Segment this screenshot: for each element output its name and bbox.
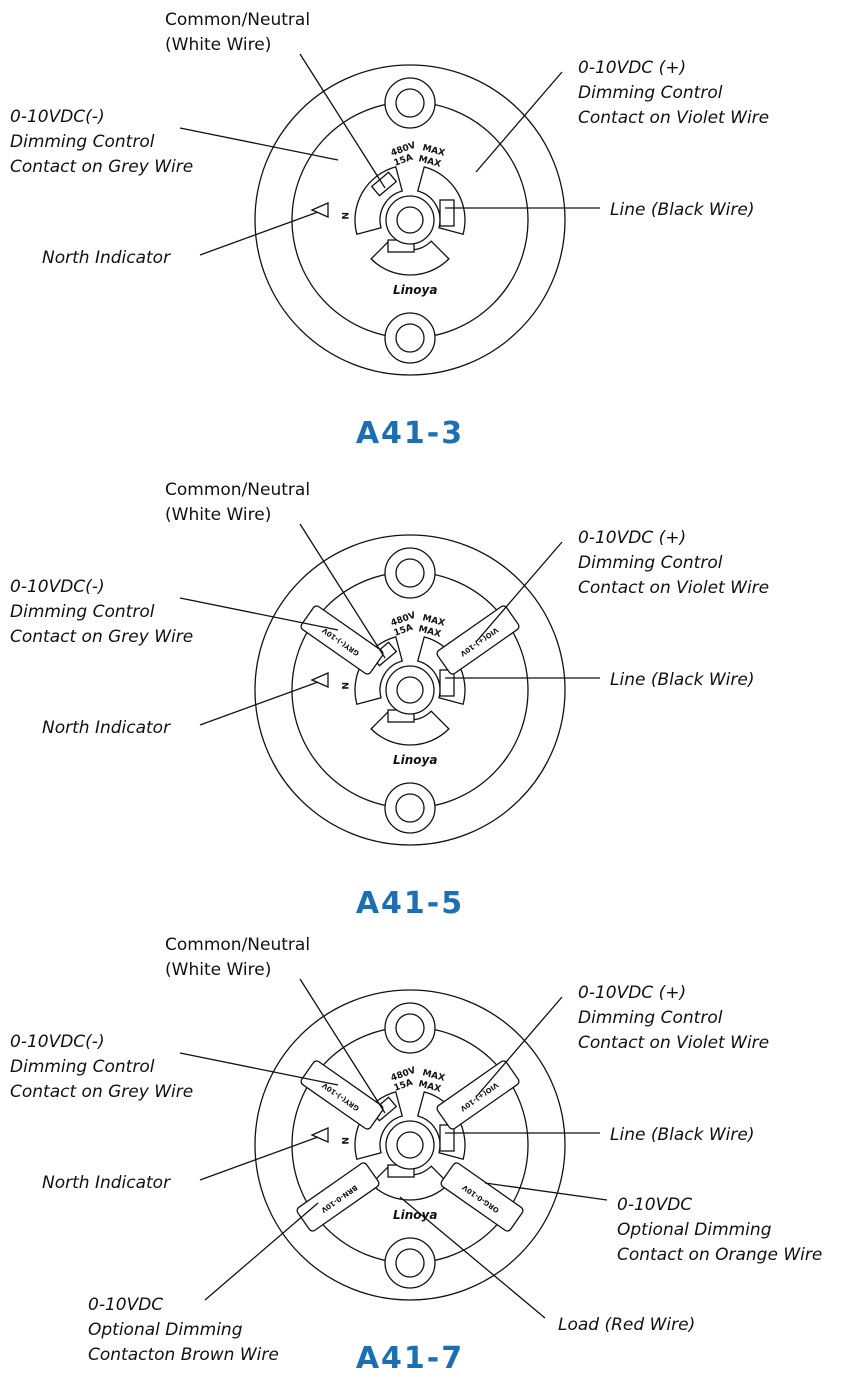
mount-hole <box>385 783 435 833</box>
callout-label: North Indicator <box>42 1173 171 1193</box>
callout-label: Contact on Grey Wire <box>10 1082 193 1102</box>
callout-label: (White Wire) <box>165 35 271 55</box>
callout-label: Line (Black Wire) <box>610 200 754 220</box>
model-title: A41-5 <box>356 886 464 921</box>
diagram: 480V15AMAXMAXNLinoyaCommon/Neutral(White… <box>10 10 769 451</box>
callout-label: 0-10VDC(-) <box>10 577 105 597</box>
hub <box>386 1121 434 1169</box>
callout-label: Load (Red Wire) <box>558 1315 695 1335</box>
callout-label: Contact on Orange Wire <box>617 1245 822 1265</box>
page: 480V15AMAXMAXNLinoyaCommon/Neutral(White… <box>0 0 863 1384</box>
callout-label: Optional Dimming <box>88 1320 243 1340</box>
leader-line <box>205 1203 318 1300</box>
callout-label: Dimming Control <box>10 1057 155 1077</box>
marking: Linoya <box>393 283 437 297</box>
callout-label: Dimming Control <box>578 1008 723 1028</box>
callout-label: Contact on Grey Wire <box>10 627 193 647</box>
mount-hole <box>385 1003 435 1053</box>
callout-label: Dimming Control <box>578 553 723 573</box>
callout-label: 0-10VDC (+) <box>578 528 686 548</box>
callout-label: Line (Black Wire) <box>610 670 754 690</box>
callout-label: Contact on Violet Wire <box>578 108 769 128</box>
mount-hole <box>385 313 435 363</box>
north-arrow <box>312 203 328 217</box>
callout-label: Dimming Control <box>578 83 723 103</box>
hub <box>386 196 434 244</box>
callout-label: Contact on Violet Wire <box>578 1033 769 1053</box>
leader-line <box>200 1137 318 1180</box>
callout-label: Contacton Brown Wire <box>88 1345 279 1365</box>
callout-label: North Indicator <box>42 718 171 738</box>
callout-label: Common/Neutral <box>165 480 310 500</box>
callout-label: 0-10VDC (+) <box>578 983 686 1003</box>
callout-label: 0-10VDC(-) <box>10 107 105 127</box>
north-arrow <box>312 1128 328 1142</box>
hub <box>386 666 434 714</box>
model-title: A41-3 <box>356 416 464 451</box>
callout-label: Contact on Violet Wire <box>578 578 769 598</box>
callout-label: 0-10VDC <box>88 1295 163 1315</box>
callout-label: Common/Neutral <box>165 10 310 30</box>
leader-line <box>300 54 385 188</box>
callout-label: 0-10VDC <box>617 1195 692 1215</box>
leader-line <box>180 128 338 160</box>
callout-label: Dimming Control <box>10 602 155 622</box>
leader-line <box>200 682 318 725</box>
mount-hole <box>385 78 435 128</box>
blade <box>440 200 454 226</box>
callout-label: Optional Dimming <box>617 1220 772 1240</box>
leader-line <box>200 212 318 255</box>
callout-label: 0-10VDC(-) <box>10 1032 105 1052</box>
marking: Linoya <box>393 753 437 767</box>
callout-label: Line (Black Wire) <box>610 1125 754 1145</box>
callout-label: (White Wire) <box>165 505 271 525</box>
model-title: A41-7 <box>356 1341 464 1376</box>
callout-label: 0-10VDC (+) <box>578 58 686 78</box>
callout-label: Contact on Grey Wire <box>10 157 193 177</box>
callout-label: Dimming Control <box>10 132 155 152</box>
callout-label: North Indicator <box>42 248 171 268</box>
callout-label: (White Wire) <box>165 960 271 980</box>
north-arrow <box>312 673 328 687</box>
marking: N <box>339 682 349 690</box>
marking: N <box>339 212 349 220</box>
marking: N <box>339 1137 349 1145</box>
callout-label: Common/Neutral <box>165 935 310 955</box>
mount-hole <box>385 548 435 598</box>
mount-hole <box>385 1238 435 1288</box>
